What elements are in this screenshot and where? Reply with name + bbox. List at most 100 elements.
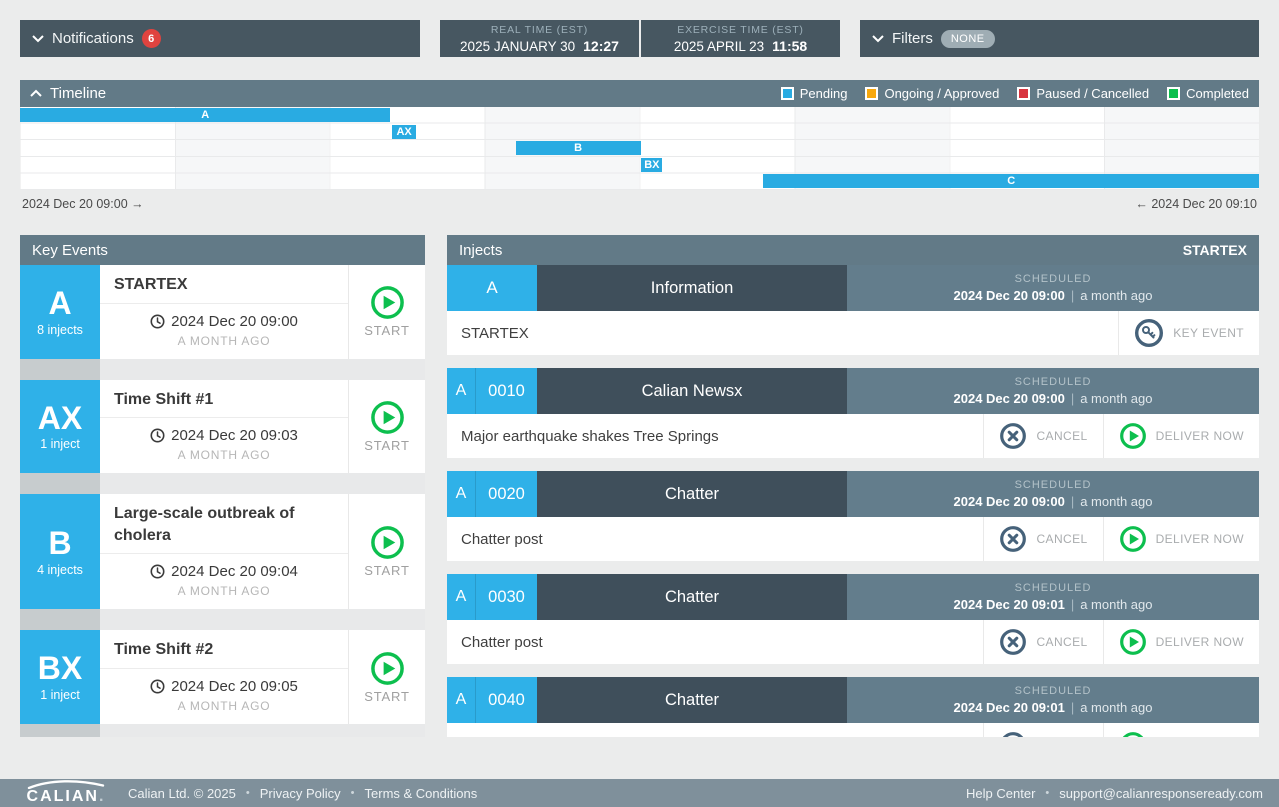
inject-schedule: SCHEDULED 2024 Dec 20 09:00 | a month ago (847, 265, 1259, 311)
cancel-button-label: CANCEL (1036, 532, 1088, 546)
timeline-bar-label: A (201, 109, 210, 121)
real-time-date: 2025 JANUARY 30 (460, 38, 576, 54)
inject-relative-time: a month ago (1080, 391, 1153, 406)
inject-key-letter: A (447, 471, 475, 517)
spacer-right (100, 723, 425, 737)
inject-card-body: STARTEX KEY EVENT (447, 311, 1259, 355)
inject-when-separator: | (1070, 494, 1075, 509)
start-button[interactable]: START (348, 265, 425, 359)
start-button[interactable]: START (348, 630, 425, 724)
legend-label: Pending (799, 86, 848, 101)
key-event-letter: B (48, 524, 72, 561)
timeline-panel: Timeline Pending Ongoing / Approved (20, 80, 1259, 218)
timeline-legend: Pending Ongoing / Approved Paused / Canc… (780, 86, 1249, 101)
clock-icon (150, 564, 165, 579)
cancel-circle-icon (999, 731, 1027, 737)
help-center-link[interactable]: Help Center (966, 785, 1036, 801)
inject-when: 2024 Dec 20 09:01 | a month ago (954, 700, 1153, 715)
key-event-badge: A 8 injects (20, 265, 100, 359)
play-circle-icon (370, 651, 405, 686)
spacer-left (20, 473, 100, 495)
real-time-display: REAL TIME (EST) 2025 JANUARY 30 12:27 (440, 20, 639, 57)
deliver-now-button[interactable]: DELIVER NOW (1102, 517, 1259, 561)
key-event-spacer (20, 609, 425, 631)
timeline-header[interactable]: Timeline Pending Ongoing / Approved (20, 80, 1259, 107)
chevron-down-icon (872, 34, 884, 43)
deliver-now-button[interactable]: DELIVER NOW (1102, 414, 1259, 458)
key-event-time: 2024 Dec 20 09:05 A MONTH AGO (100, 669, 348, 724)
key-event-badge: AX 1 inject (20, 379, 100, 474)
cancel-button-label: CANCEL (1036, 429, 1088, 443)
footer-separator: • (350, 787, 355, 799)
cancel-button[interactable]: CANCEL (983, 723, 1103, 737)
inject-card: A 0030 Chatter SCHEDULED 2024 Dec 20 09:… (447, 574, 1259, 664)
key-event-card: AX 1 inject Time Shift #1 2024 Dec 20 09… (20, 379, 425, 474)
timeline-bar-label: C (1007, 175, 1016, 187)
inject-key-cells: A 0010 (447, 368, 537, 414)
inject-key-letter: A (447, 265, 537, 311)
legend-swatch (1167, 87, 1181, 100)
range-end-text: 2024 Dec 20 09:10 (1151, 197, 1257, 211)
spacer-right (100, 609, 425, 631)
terms-link[interactable]: Terms & Conditions (364, 785, 478, 801)
timeline-event-bar[interactable]: BX (641, 157, 663, 172)
inject-key-letter: A (447, 368, 475, 414)
key-event-time: 2024 Dec 20 09:04 A MONTH AGO (100, 554, 348, 609)
deliver-now-button[interactable]: DELIVER NOW (1102, 723, 1259, 737)
inject-key-letter: A (447, 677, 475, 723)
filters-toggle[interactable]: Filters NONE (860, 20, 1259, 57)
deliver-now-button[interactable]: DELIVER NOW (1102, 620, 1259, 664)
timeline-event-bar[interactable]: A (20, 108, 391, 122)
timeline-title: Timeline (50, 85, 107, 102)
inject-channel: Chatter (537, 574, 847, 620)
key-events-panel: Key Events A 8 injects STARTEX 2024 Dec … (20, 235, 425, 737)
legend-swatch (865, 87, 879, 100)
key-event-button[interactable]: KEY EVENT (1118, 311, 1259, 355)
cancel-button[interactable]: CANCEL (983, 517, 1103, 561)
timeline-event-bar[interactable]: AX (392, 124, 416, 139)
timeline-range: 2024 Dec 20 09:00 → ← 2024 Dec 20 09:10 (20, 190, 1259, 218)
notifications-count-badge: 6 (141, 29, 161, 48)
timeline-event-bar[interactable]: B (515, 141, 641, 155)
legend-swatch (1017, 87, 1031, 100)
deliver-now-button-label: DELIVER NOW (1155, 635, 1244, 649)
exercise-time-display: EXERCISE TIME (EST) 2025 APRIL 23 11:58 (641, 20, 840, 57)
spacer-left (20, 609, 100, 631)
key-event-main: Time Shift #2 2024 Dec 20 09:05 A MONTH … (100, 630, 348, 724)
inject-relative-time: a month ago (1080, 597, 1153, 612)
cancel-circle-icon (999, 525, 1027, 553)
privacy-policy-link[interactable]: Privacy Policy (259, 785, 341, 801)
start-button-label: START (364, 437, 410, 453)
timeline-event-bar[interactable]: C (763, 174, 1259, 188)
inject-when: 2024 Dec 20 09:00 | a month ago (954, 391, 1153, 406)
key-event-badge: BX 1 inject (20, 630, 100, 724)
clock-icon (150, 679, 165, 694)
start-button-label: START (364, 688, 410, 704)
exercise-time-clock: 11:58 (772, 37, 808, 54)
start-button-label: START (364, 563, 410, 579)
inject-channel: Chatter (537, 677, 847, 723)
notifications-toggle[interactable]: Notifications 6 (20, 20, 420, 57)
cancel-button[interactable]: CANCEL (983, 414, 1103, 458)
legend-item: Ongoing / Approved (865, 86, 999, 101)
inject-when-separator: | (1070, 288, 1075, 303)
key-event-card: A 8 injects STARTEX 2024 Dec 20 09:00 A … (20, 265, 425, 359)
key-event-inject-count: 1 inject (40, 687, 80, 702)
play-circle-icon (1119, 628, 1147, 656)
start-button[interactable]: START (348, 494, 425, 610)
inject-card-header: A 0010 Calian Newsx SCHEDULED 2024 Dec 2… (447, 368, 1259, 414)
support-email-link[interactable]: support@calianresponseready.com (1059, 785, 1263, 801)
timeline-bar-label: AX (396, 125, 412, 138)
key-event-main: Large-scale outbreak of cholera 2024 Dec… (100, 494, 348, 609)
injects-title: Injects (459, 241, 503, 259)
inject-status: SCHEDULED (1014, 479, 1092, 491)
cancel-button[interactable]: CANCEL (983, 620, 1103, 664)
inject-card-header: A 0040 Chatter SCHEDULED 2024 Dec 20 09:… (447, 677, 1259, 723)
inject-channel: Calian Newsx (537, 368, 847, 414)
inject-status: SCHEDULED (1014, 376, 1092, 388)
inject-card-body: Chatter post CANCEL DELIVER NOW (447, 620, 1259, 664)
inject-relative-time: a month ago (1080, 288, 1153, 303)
real-time-value: 2025 JANUARY 30 12:27 (460, 38, 619, 54)
start-button[interactable]: START (348, 379, 425, 474)
timeline-bar-label: B (574, 142, 583, 154)
